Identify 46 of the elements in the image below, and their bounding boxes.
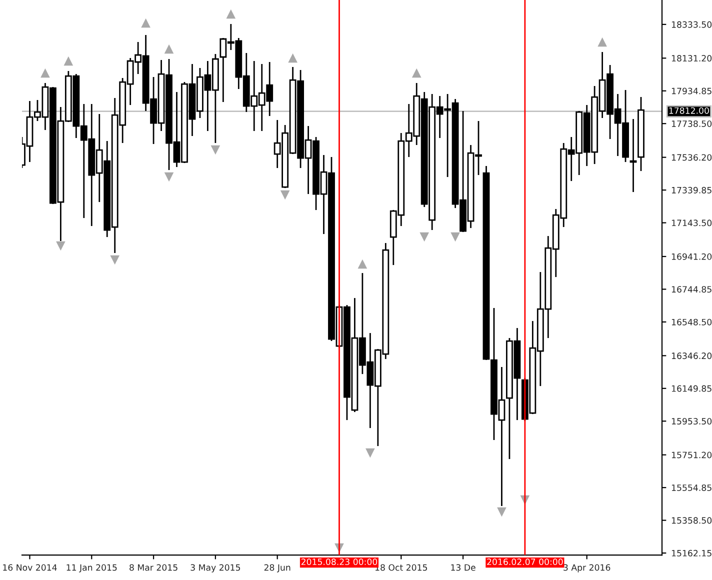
- y-tick-label: 15162.15: [672, 550, 712, 556]
- candlestick: [630, 118, 637, 193]
- x-tick-label: 16 Nov 2014: [3, 564, 57, 571]
- y-tick-label: 16149.85: [672, 385, 712, 392]
- y-tick-label: 16548.50: [672, 318, 712, 326]
- point: [110, 255, 120, 265]
- point: [598, 37, 607, 47]
- point: [64, 56, 74, 66]
- y-tick-label: 17934.85: [672, 88, 712, 94]
- point: [412, 68, 422, 78]
- y-tick-label: 17339.85: [672, 186, 712, 194]
- y-tick-label: 15554.85: [672, 484, 712, 491]
- x-tick-label: 8 Mar 2015: [130, 564, 178, 571]
- ref-line-label: 2016.02.07 00:00: [487, 558, 563, 566]
- point: [366, 448, 375, 458]
- y-tick-label: 18333.50: [672, 21, 712, 28]
- point: [288, 53, 298, 63]
- point: [450, 232, 460, 242]
- point: [164, 44, 174, 54]
- x-tick-label: 13 De: [451, 564, 476, 571]
- x-tick-label: 3 Apr 2016: [564, 564, 610, 572]
- y-tick-label: 16744.85: [672, 286, 712, 293]
- y-tick-label: 17143.50: [672, 220, 712, 226]
- y-tick-label: 15751.20: [672, 452, 712, 458]
- point: [40, 68, 50, 78]
- point: [420, 232, 430, 242]
- y-tick-label: 16941.20: [672, 253, 712, 260]
- x-tick-label: 28 Jun: [264, 564, 290, 572]
- y-tick-label: 16346.20: [672, 352, 712, 360]
- point: [56, 241, 66, 251]
- y-tick-label: 17738.50: [672, 120, 712, 127]
- point: [497, 507, 506, 517]
- point: [210, 145, 220, 155]
- ref-line-label: 17812.00: [669, 107, 709, 114]
- point: [280, 190, 290, 200]
- point: [358, 259, 368, 269]
- ref-line-label: 2015.08.23 00:00: [301, 558, 378, 566]
- point: [164, 172, 174, 182]
- y-tick-label: 17536.20: [672, 154, 712, 161]
- x-tick-label: 3 May 2015: [190, 564, 240, 572]
- y-tick-label: 15953.50: [672, 418, 712, 425]
- point: [141, 18, 150, 28]
- point: [226, 9, 236, 19]
- y-tick-label: 15358.50: [672, 517, 712, 524]
- x-tick-label: 11 Jan 2015: [66, 564, 117, 572]
- y-tick-label: 18131.20: [672, 55, 712, 62]
